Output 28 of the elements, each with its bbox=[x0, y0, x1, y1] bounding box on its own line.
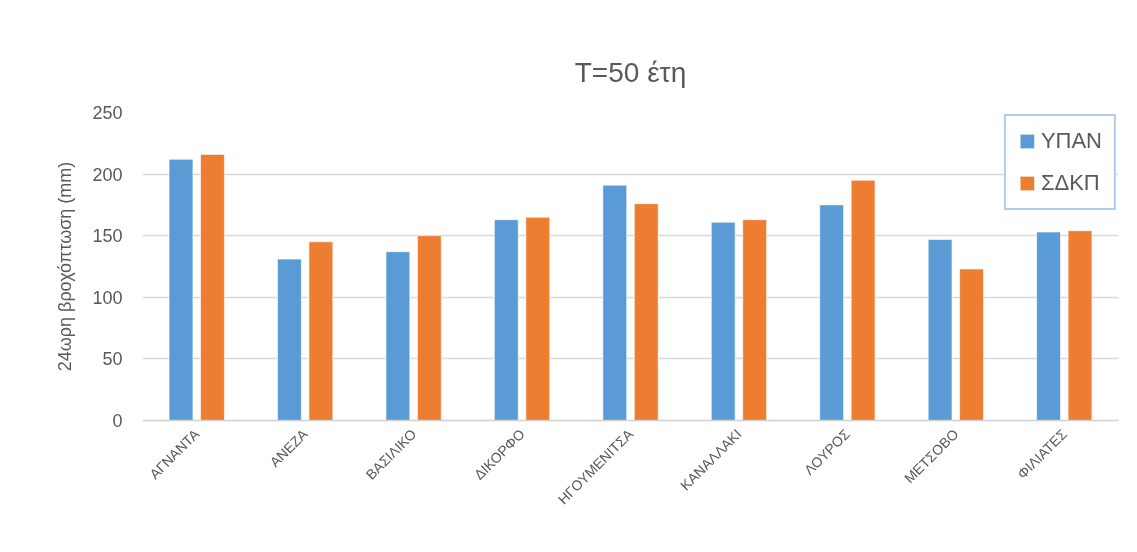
bar bbox=[959, 268, 984, 421]
bar bbox=[1036, 231, 1061, 421]
bar bbox=[602, 184, 628, 421]
legend-label: ΣΔΚΠ bbox=[1040, 170, 1100, 196]
bar bbox=[633, 203, 659, 421]
legend-label: ΥΠΑΝ bbox=[1040, 128, 1102, 154]
bar bbox=[1067, 230, 1093, 421]
bar bbox=[525, 216, 551, 421]
bar bbox=[308, 241, 334, 421]
bar bbox=[200, 153, 225, 421]
bar bbox=[385, 251, 411, 421]
y-tick-label: 200 bbox=[92, 164, 123, 185]
bar bbox=[850, 179, 876, 421]
bar bbox=[710, 221, 736, 421]
y-tick-label: 150 bbox=[92, 226, 123, 247]
bar bbox=[416, 235, 442, 421]
bar bbox=[277, 258, 302, 421]
chart-title: T=50 έτη bbox=[574, 56, 687, 88]
bar bbox=[819, 204, 845, 421]
bar bbox=[742, 219, 768, 421]
bar bbox=[927, 238, 953, 421]
bar bbox=[493, 219, 519, 421]
y-tick-label: 0 bbox=[112, 411, 123, 431]
y-axis-title: 24ωρη βροχόπτωση (mm) bbox=[55, 161, 76, 372]
y-tick-label: 100 bbox=[92, 287, 123, 308]
y-tick-label: 250 bbox=[92, 103, 123, 123]
bar bbox=[168, 158, 194, 421]
y-tick-label: 50 bbox=[102, 349, 123, 370]
